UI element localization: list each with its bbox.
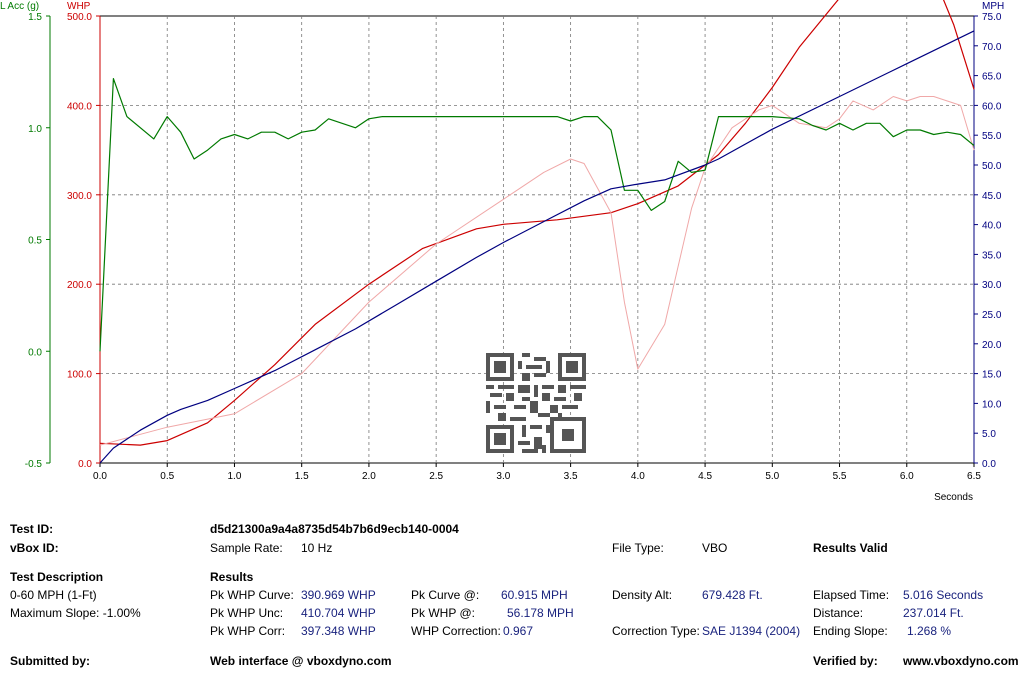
mph-tick-label: 50.0	[982, 161, 1002, 172]
ending-slope-value: 1.268 %	[907, 624, 952, 638]
pk-curve-at-value: 60.915 MPH	[501, 588, 568, 602]
results-valid: Results Valid	[813, 541, 888, 555]
whp-tick-label: 100.0	[67, 370, 92, 381]
series-line-whp-1	[99, 96, 975, 446]
pk-whp-curve-label: Pk WHP Curve:	[210, 588, 294, 602]
submitted-by-label: Submitted by:	[10, 654, 90, 668]
mph-tick-label: 40.0	[982, 221, 1002, 232]
test-description-label: Test Description	[10, 570, 104, 584]
mph-tick-label: 25.0	[982, 310, 1002, 321]
pk-curve-at-label: Pk Curve @:	[411, 588, 480, 602]
file-type-label: File Type:	[612, 541, 664, 555]
pk-whp-unc-label: Pk WHP Unc:	[210, 606, 284, 620]
distance-label: Distance:	[813, 606, 864, 620]
mph-tick-label: 15.0	[982, 370, 1002, 381]
x-tick-label: 5.0	[765, 471, 779, 482]
sample-rate-label: Sample Rate:	[210, 541, 283, 555]
whp-tick-label: 400.0	[67, 101, 92, 112]
distance-value: 237.014 Ft.	[903, 606, 964, 620]
whp-correction-value: 0.967	[503, 624, 534, 638]
mph-tick-label: 65.0	[982, 72, 1002, 83]
verified-by-value[interactable]: www.vboxdyno.com	[903, 654, 1019, 668]
x-tick-label: 5.5	[833, 471, 847, 482]
elapsed-time-value: 5.016 Seconds	[903, 588, 984, 602]
mph-tick-label: 30.0	[982, 280, 1002, 291]
pk-whp-at-value: 56.178 MPH	[507, 606, 574, 620]
x-tick-label: 6.5	[967, 471, 981, 482]
mph-tick-label: 60.0	[982, 101, 1002, 112]
results-label: Results	[210, 570, 254, 584]
correction-type-label: Correction Type:	[612, 624, 700, 638]
file-type-value: VBO	[702, 541, 728, 555]
x-tick-label: 4.0	[631, 471, 645, 482]
x-tick-label: 2.0	[362, 471, 376, 482]
test-id-value: d5d21300a9a4a8735d54b7b6d9ecb140-0004	[210, 522, 459, 536]
web-interface-link[interactable]: Web interface @ vboxdyno.com	[210, 654, 392, 668]
mph-tick-label: 75.0	[982, 12, 1002, 23]
x-tick-label: 2.5	[429, 471, 443, 482]
x-tick-label: 3.5	[564, 471, 578, 482]
mph-tick-label: 5.0	[982, 429, 996, 440]
mph-tick-label: 10.0	[982, 399, 1002, 410]
mph-tick-label: 0.0	[982, 459, 996, 470]
pk-whp-corr-label: Pk WHP Corr:	[210, 624, 286, 638]
lacc-tick-label: -0.5	[25, 459, 43, 470]
pk-whp-curve-value: 390.969 WHP	[301, 588, 376, 602]
lacc-tick-label: 0.0	[28, 347, 42, 358]
lacc-tick-label: 1.5	[28, 12, 42, 23]
sample-rate-value: 10 Hz	[301, 541, 333, 555]
mph-axis-label: MPH	[982, 1, 1004, 12]
x-tick-label: 4.5	[698, 471, 712, 482]
mph-tick-label: 35.0	[982, 250, 1002, 261]
test-id-label: Test ID:	[10, 522, 54, 536]
qr-code	[486, 353, 586, 453]
pk-whp-unc-value: 410.704 WHP	[301, 606, 376, 620]
whp-axis-label: WHP	[67, 1, 91, 12]
whp-tick-label: 0.0	[78, 459, 92, 470]
x-tick-label: 6.0	[900, 471, 914, 482]
correction-type-value: SAE J1394 (2004)	[702, 624, 801, 638]
vbox-id-label: vBox ID:	[10, 541, 59, 555]
x-tick-label: 1.5	[295, 471, 309, 482]
x-tick-label: 1.0	[228, 471, 242, 482]
series-line-lacc-2	[99, 77, 975, 352]
x-tick-label: 0.5	[160, 471, 174, 482]
lacc-tick-label: 0.5	[28, 236, 42, 247]
pk-whp-corr-value: 397.348 WHP	[301, 624, 376, 638]
density-alt-value: 679.428 Ft.	[702, 588, 763, 602]
pk-whp-at-label: Pk WHP @:	[411, 606, 475, 620]
mph-tick-label: 45.0	[982, 191, 1002, 202]
verified-by-label: Verified by:	[813, 654, 878, 668]
x-tick-label: 3.0	[496, 471, 510, 482]
whp-tick-label: 500.0	[67, 12, 92, 23]
elapsed-time-label: Elapsed Time:	[813, 588, 890, 602]
lacc-axis-label: L Acc (g)	[0, 1, 39, 12]
series-line-whp-0	[99, 0, 975, 446]
x-axis-unit-label: Seconds	[934, 492, 973, 503]
mph-tick-label: 70.0	[982, 42, 1002, 53]
whp-tick-label: 300.0	[67, 191, 92, 202]
whp-correction-label: WHP Correction:	[411, 624, 501, 638]
whp-tick-label: 200.0	[67, 280, 92, 291]
mph-tick-label: 20.0	[982, 340, 1002, 351]
test-description-line2: Maximum Slope: -1.00%	[10, 606, 141, 620]
mph-tick-label: 55.0	[982, 131, 1002, 142]
ending-slope-label: Ending Slope:	[813, 624, 888, 638]
series-line-mph-3	[99, 30, 975, 464]
density-alt-label: Density Alt:	[612, 588, 673, 602]
x-tick-label: 0.0	[93, 471, 107, 482]
test-description-line1: 0-60 MPH (1-Ft)	[10, 588, 97, 602]
lacc-tick-label: 1.0	[28, 124, 42, 135]
